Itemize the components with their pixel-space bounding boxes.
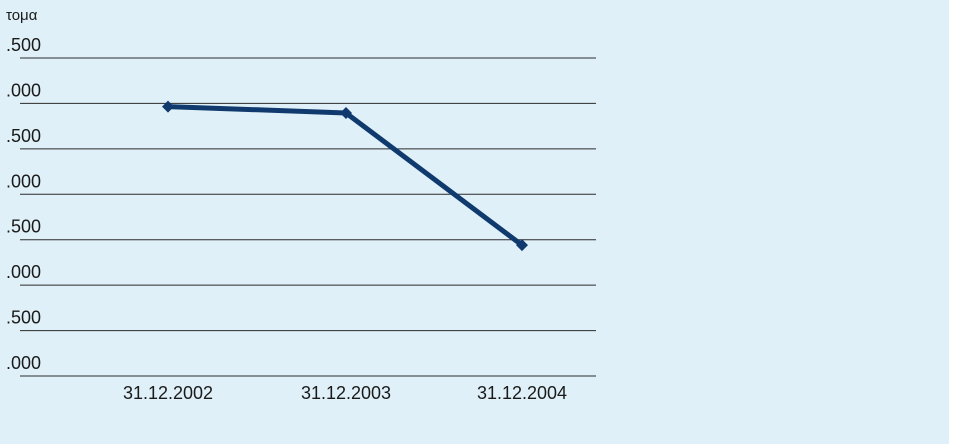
data-point-marker	[162, 100, 174, 113]
y-tick-labels: .500 .000 .500 .000 .500 .000 .500 .000	[6, 35, 41, 373]
x-tick-label: 31.12.2004	[477, 383, 567, 403]
y-tick-label: .000	[6, 262, 41, 282]
x-tick-labels: 31.12.2002 31.12.2003 31.12.2004	[123, 383, 567, 403]
series	[162, 100, 528, 252]
y-tick-label: .500	[6, 126, 41, 146]
y-tick-label: .000	[6, 80, 41, 100]
y-tick-label: .000	[6, 353, 41, 373]
gridlines	[20, 57, 596, 377]
y-tick-label: .500	[6, 308, 41, 328]
series-line	[167, 104, 524, 248]
data-point-marker	[516, 239, 528, 252]
x-tick-label: 31.12.2002	[123, 383, 213, 403]
data-point-marker	[340, 106, 352, 119]
y-tick-label: .000	[6, 171, 41, 191]
y-axis-title: τομα	[6, 7, 38, 24]
y-tick-label: .500	[6, 217, 41, 237]
y-tick-label: .500	[6, 35, 41, 55]
x-tick-label: 31.12.2003	[301, 383, 391, 403]
